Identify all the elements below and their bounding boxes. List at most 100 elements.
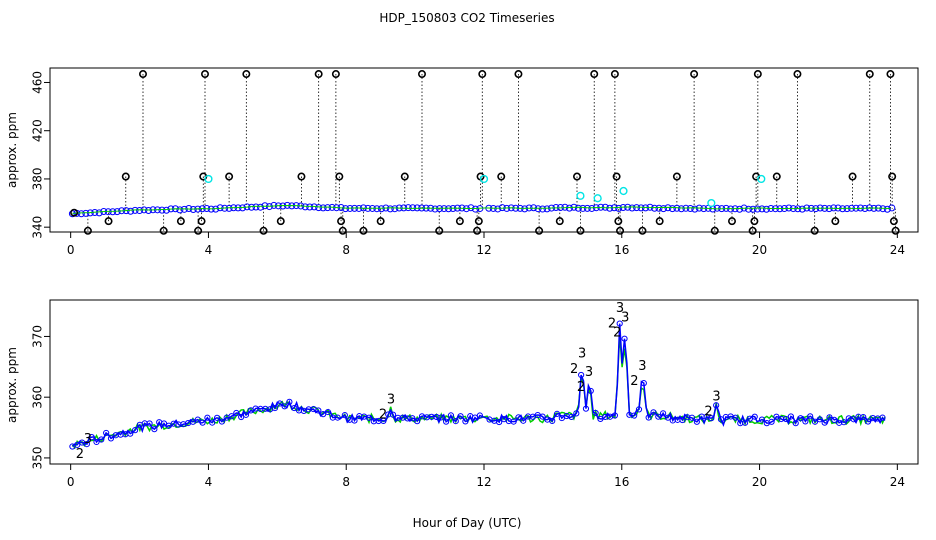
baseline-point: [158, 206, 166, 214]
series-3-point: [811, 418, 819, 425]
raw-point: [276, 217, 285, 226]
series-3-point: [587, 387, 594, 395]
series-3-point: [98, 436, 105, 443]
raw-point: [750, 217, 759, 226]
raw-point: [831, 217, 840, 226]
x-tick-label: 20: [752, 475, 767, 489]
raw-point: [70, 208, 79, 217]
series-3-point: [341, 412, 348, 419]
series-3-point: [573, 410, 580, 417]
raw-point: [710, 226, 719, 235]
series-3-point: [520, 417, 527, 424]
baseline-point: [77, 210, 85, 218]
series-3-point: [194, 416, 201, 423]
series-3-point: [660, 410, 667, 417]
series-3-point: [650, 409, 657, 416]
raw-point: [417, 70, 426, 79]
series-3-point: [515, 414, 522, 421]
raw-point: [473, 226, 482, 235]
raw-point: [848, 172, 857, 181]
x-tick-label: 16: [614, 243, 629, 257]
raw-point: [572, 172, 581, 181]
baseline-point: [762, 205, 770, 213]
series-3-point: [708, 415, 715, 422]
series-3-point: [218, 418, 225, 425]
series-3-point: [732, 414, 739, 421]
x-tick-label: 0: [67, 475, 75, 489]
raw-point: [889, 217, 898, 226]
flagged-point: [593, 194, 602, 203]
baseline-point: [579, 204, 587, 212]
series-3-marker: 3: [621, 310, 629, 325]
raw-point: [242, 70, 251, 79]
series-3-point: [334, 414, 341, 421]
raw-point: [474, 217, 483, 226]
raw-point: [888, 172, 897, 181]
series-3-point: [380, 417, 387, 424]
baseline-point: [798, 205, 806, 213]
series-3-marker: 3: [585, 365, 593, 380]
series-3-point: [204, 414, 211, 421]
series-3-point: [88, 434, 95, 441]
baseline-point: [494, 205, 502, 213]
baseline-line: [72, 204, 891, 214]
series-3-point: [751, 413, 758, 420]
series-3-point: [631, 412, 638, 419]
raw-point: [727, 217, 736, 226]
series-3-point: [146, 420, 153, 427]
series-3-point: [281, 403, 288, 410]
flagged-point: [204, 174, 213, 184]
baseline-point: [753, 205, 761, 213]
raw-point: [335, 172, 344, 181]
flagged-point: [707, 198, 716, 208]
series-2-line: [71, 334, 886, 450]
x-tick-label: 20: [752, 243, 767, 257]
raw-point: [590, 70, 599, 79]
series-3-marker: 3: [387, 392, 395, 407]
x-tick-label: 0: [67, 243, 75, 257]
x-tick-label: 24: [890, 243, 905, 257]
raw-point: [338, 226, 347, 235]
series-3-point: [438, 414, 445, 421]
series-3-marker: 3: [616, 301, 624, 316]
series-3-point: [860, 413, 867, 421]
series-3-point: [443, 418, 450, 425]
raw-point: [159, 226, 168, 235]
baseline-point: [127, 207, 135, 215]
flagged-point: [479, 174, 489, 184]
raw-point: [337, 217, 346, 226]
baseline-point: [615, 204, 623, 212]
series-3-point: [831, 416, 838, 424]
baseline-point: [409, 204, 417, 212]
raw-point: [690, 70, 699, 79]
panel-bottom-ylabel: approx. ppm: [5, 347, 19, 423]
raw-point: [672, 172, 681, 181]
baseline-point: [145, 206, 153, 214]
series-3-point: [773, 413, 780, 420]
series-3-point: [792, 420, 799, 427]
x-tick-label: 8: [342, 243, 350, 257]
flagged-point: [757, 174, 766, 184]
series-2-marker: 2: [704, 404, 712, 419]
series-3-point: [457, 413, 464, 420]
series-3-point: [864, 418, 872, 425]
y-tick-label: 360: [31, 386, 45, 409]
raw-point: [400, 172, 409, 181]
baseline-point: [391, 205, 399, 213]
raw-point: [201, 70, 210, 79]
baseline-point: [606, 204, 614, 212]
series-3-point: [131, 427, 139, 434]
baseline-point: [82, 209, 90, 217]
baseline-point: [445, 205, 453, 213]
raw-point: [514, 70, 523, 79]
y-tick-label: 370: [31, 325, 45, 348]
raw-point: [535, 226, 544, 235]
baseline-point: [758, 205, 766, 213]
panel-top-raw-points: [70, 70, 900, 235]
series-3-point: [679, 416, 686, 424]
baseline-point: [745, 205, 753, 213]
series-3-point: [510, 418, 517, 425]
baseline-point: [315, 204, 323, 212]
raw-point: [455, 217, 464, 226]
baseline-point: [521, 205, 529, 213]
